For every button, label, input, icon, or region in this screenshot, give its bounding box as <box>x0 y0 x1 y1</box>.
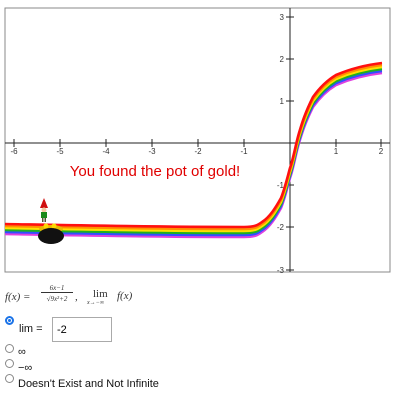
y-tick-label: 2 <box>280 55 285 64</box>
pot-of-gold <box>38 223 64 244</box>
x-tick-label: -5 <box>56 147 64 156</box>
x-tick-label: -3 <box>148 147 156 156</box>
y-tick-label: 1 <box>280 97 285 106</box>
y-tick-label: -3 <box>277 266 285 275</box>
y-tick-label: 3 <box>280 13 285 22</box>
numerator: 6x−1 <box>41 284 73 293</box>
graph: -6 -5 -4 -3 -2 -1 1 2 3 2 1 -1 -2 -3 You found the p… <box>4 7 391 275</box>
lim-of: f(x) <box>117 290 133 302</box>
y-tick-label: -2 <box>277 223 285 232</box>
denominator: √9x²+2 <box>46 295 68 303</box>
rainbow-curve <box>4 61 383 239</box>
formula-lhs: f(x) = <box>5 291 31 303</box>
choice: Doesn't Exist and Not Infinite <box>18 378 159 390</box>
y-tick-label: -1 <box>277 181 285 190</box>
formula: f(x) = 6x−1 √9x²+2 , lim x→−∞ f(x) <box>5 284 205 310</box>
radio-dne[interactable] <box>5 374 14 383</box>
radio-neg-inf[interactable] <box>5 359 14 368</box>
answer-input[interactable]: -2 <box>52 317 112 342</box>
y-ticks: 3 2 1 -1 -2 -3 <box>277 13 294 275</box>
x-tick-label: -1 <box>240 147 248 156</box>
x-tick-label: 2 <box>379 147 384 156</box>
choice: −∞ <box>18 362 33 374</box>
radio-lim[interactable] <box>5 316 14 325</box>
x-tick-label: -6 <box>10 147 18 156</box>
choice: ∞ <box>18 346 26 358</box>
lim-label: lim = <box>19 323 43 335</box>
lim: lim <box>93 288 108 300</box>
gnome <box>40 198 48 222</box>
rainbow-band <box>4 61 383 229</box>
x-tick-label: -2 <box>194 147 202 156</box>
radio-inf[interactable] <box>5 344 14 353</box>
lim-sub: x→−∞ <box>87 300 104 306</box>
separator: , <box>75 291 78 303</box>
x-ticks: -6 -5 -4 -3 -2 -1 1 2 <box>10 139 384 156</box>
x-tick-label: -4 <box>102 147 110 156</box>
x-tick-label: 1 <box>334 147 339 156</box>
message: You found the pot of gold! <box>70 163 240 180</box>
